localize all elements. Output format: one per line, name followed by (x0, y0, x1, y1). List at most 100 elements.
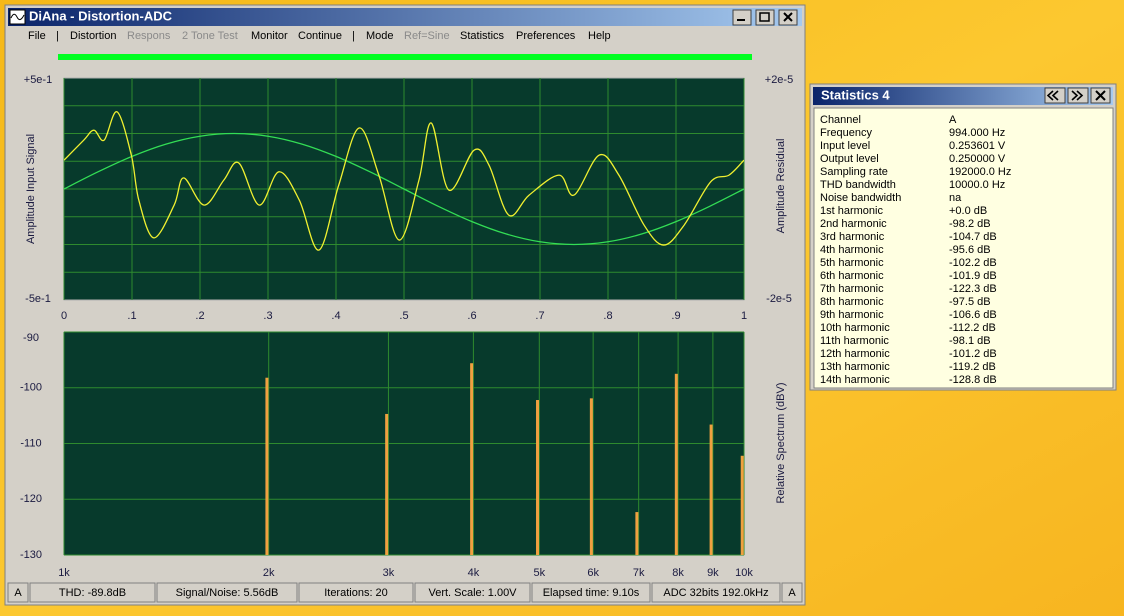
stat-value: -106.6 dB (949, 309, 997, 321)
stat-value: na (949, 192, 962, 204)
status-text: A (788, 587, 796, 599)
y2-tick-label: -2e-5 (766, 293, 792, 305)
minimize-button[interactable] (732, 9, 752, 26)
y-tick-label: -90 (23, 332, 39, 344)
status-panel (651, 582, 781, 603)
y2-tick-label: +2e-5 (765, 74, 793, 86)
spectrum-bar (470, 363, 474, 555)
y-tick-label: -100 (20, 382, 42, 394)
status-panel (781, 582, 803, 603)
status-text: Signal/Noise: 5.56dB (176, 587, 279, 599)
status-panel (29, 582, 156, 603)
x-tick-label: 9k (707, 567, 719, 579)
y-tick-label: -110 (20, 437, 41, 449)
x-tick-label: .3 (263, 310, 272, 322)
stats-close-button[interactable] (1090, 87, 1111, 104)
x-tick-label: 7k (633, 567, 645, 579)
x-tick-label: 10k (735, 567, 753, 579)
status-text: ADC 32bits 192.0kHz (663, 587, 768, 599)
stat-value: 10000.0 Hz (949, 179, 1005, 191)
prev-button[interactable] (1044, 87, 1066, 104)
stat-value: 192000.0 Hz (949, 166, 1011, 178)
signal-line (64, 111, 744, 251)
stat-label: 14th harmonic (820, 374, 890, 386)
spectrum-bar (674, 373, 678, 555)
stat-value: -98.2 dB (949, 218, 991, 230)
stat-label: 9th harmonic (820, 309, 884, 321)
x-tick-label: .6 (467, 310, 476, 322)
stat-value: -119.2 dB (949, 361, 996, 373)
stat-value: 0.253601 V (949, 140, 1006, 152)
progress-bar (58, 54, 752, 60)
status-text: THD: -89.8dB (59, 587, 126, 599)
x-tick-label: .5 (399, 310, 408, 322)
status-panel (414, 582, 531, 603)
main-window: DiAna - Distortion-ADC (4, 4, 806, 606)
menu-item[interactable]: | (352, 30, 355, 42)
stat-value: -122.3 dB (949, 283, 997, 295)
x-tick-label: .4 (331, 310, 340, 322)
spectrum-bar (740, 455, 744, 555)
spectrum-bar (265, 377, 269, 555)
menu-item[interactable]: Preferences (516, 30, 576, 42)
y-tick-label: -120 (20, 493, 42, 505)
y2-axis-label: Relative Spectrum (dBV) (775, 382, 787, 503)
menu-item[interactable]: Distortion (70, 30, 116, 42)
x-tick-label: 1 (741, 310, 747, 322)
stat-value: -102.2 dB (949, 257, 997, 269)
stat-label: 12th harmonic (820, 348, 890, 360)
stat-value: -112.2 dB (949, 322, 996, 334)
stat-value: -104.7 dB (949, 231, 997, 243)
signal-line (64, 132, 744, 246)
x-tick-label: .9 (671, 310, 680, 322)
status-text: Iterations: 20 (324, 587, 388, 599)
next-button[interactable] (1067, 87, 1089, 104)
status-panel (298, 582, 414, 603)
close-button[interactable] (778, 9, 798, 26)
stat-value: -98.1 dB (949, 335, 991, 347)
spectrum-bar (635, 512, 639, 555)
x-tick-label: 0 (61, 310, 67, 322)
y-tick-label: +5e-1 (24, 74, 52, 86)
stat-value: -101.2 dB (949, 348, 997, 360)
stat-value: -95.6 dB (949, 244, 991, 256)
stat-label: 7th harmonic (820, 283, 884, 295)
maximize-button[interactable] (755, 9, 775, 26)
menu-item[interactable]: Statistics (460, 30, 505, 42)
stats-title: Statistics 4 (821, 87, 890, 102)
stat-value: -101.9 dB (949, 270, 997, 282)
app-icon (9, 9, 26, 25)
stats-panel (813, 107, 1114, 389)
status-panel (156, 582, 298, 603)
status-text: Elapsed time: 9.10s (543, 587, 640, 599)
stat-label: 11th harmonic (820, 335, 889, 347)
x-tick-label: .2 (195, 310, 204, 322)
stat-label: 4th harmonic (820, 244, 884, 256)
statistics-window: Statistics 4 (809, 83, 1117, 391)
y-tick-label: -5e-1 (25, 293, 51, 305)
title-bar (8, 8, 802, 26)
stat-value: -97.5 dB (949, 296, 991, 308)
stat-label: 6th harmonic (820, 270, 884, 282)
stat-label: Channel (820, 114, 861, 126)
stat-label: 10th harmonic (820, 322, 890, 334)
y-tick-label: -130 (20, 549, 42, 561)
menu-item[interactable]: Monitor (251, 30, 288, 42)
stat-label: 1st harmonic (820, 205, 883, 217)
menu-item[interactable]: Continue (298, 30, 342, 42)
stat-label: 8th harmonic (820, 296, 884, 308)
menu-item[interactable]: Help (588, 30, 611, 42)
x-tick-label: .7 (535, 310, 544, 322)
menu-item[interactable]: Mode (366, 30, 394, 42)
stat-label: Frequency (820, 127, 872, 139)
spectrum-bar (709, 424, 713, 555)
y2-axis-label: Amplitude Residual (775, 139, 787, 234)
menu-item: Ref=Sine (404, 30, 450, 42)
stat-label: Output level (820, 153, 879, 165)
status-text: Vert. Scale: 1.00V (428, 587, 517, 599)
menu-item[interactable]: File (28, 30, 46, 42)
stat-label: 13th harmonic (820, 361, 890, 373)
stat-value: -128.8 dB (949, 374, 997, 386)
stat-label: 2nd harmonic (820, 218, 887, 230)
menu-item[interactable]: | (56, 30, 59, 42)
